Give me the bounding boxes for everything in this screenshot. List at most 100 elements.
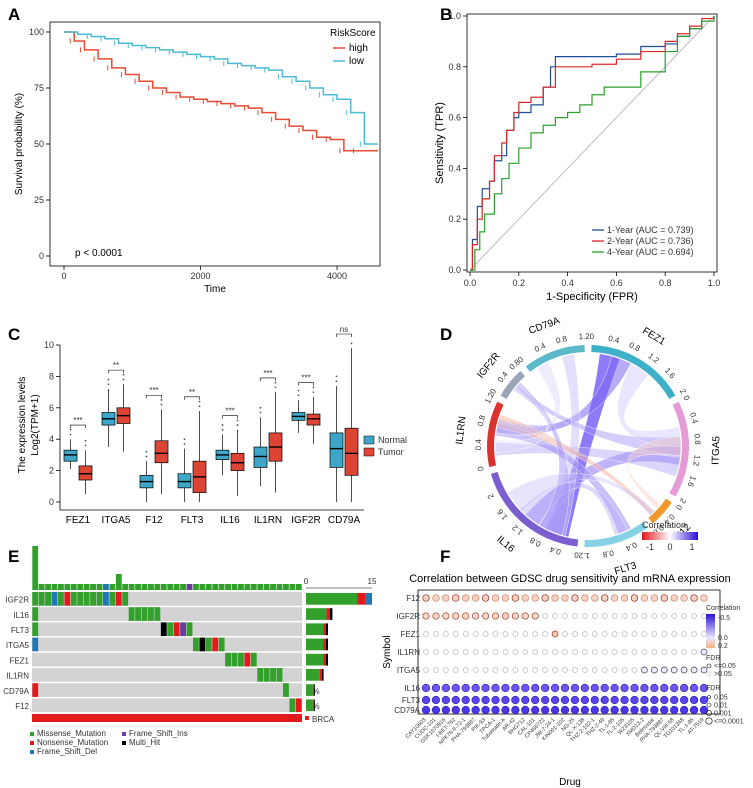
roc-curve-3	[470, 16, 715, 271]
onco-top-bar	[154, 584, 161, 590]
km-xlabel: Time	[204, 284, 226, 295]
onco-top-bar	[58, 584, 64, 590]
km-ytick-label: 100	[29, 27, 44, 37]
onco-cell	[141, 607, 148, 621]
chord-sector-tick: 0	[476, 465, 486, 472]
onco-cell	[250, 652, 257, 667]
dot-legend-fdr1-b: >0.05	[714, 671, 732, 678]
dot-point	[699, 695, 709, 705]
dot-point	[501, 705, 510, 715]
box-sig-bracket	[336, 333, 352, 338]
chord-sector-tick: 1.6	[663, 366, 677, 381]
dot-point	[681, 613, 687, 619]
dot-point	[502, 649, 509, 655]
onco-cell	[32, 683, 39, 697]
onco-cell	[218, 637, 225, 652]
chord-sector-tick: 0	[573, 550, 579, 559]
dot-point	[502, 631, 509, 637]
dot-point	[582, 613, 588, 619]
dot-point	[601, 667, 608, 673]
dot-point	[421, 705, 431, 715]
roc-ytick-label: 0.6	[448, 113, 461, 123]
box-outlier	[335, 380, 338, 383]
dot-point	[650, 594, 659, 602]
onco-count-bar	[306, 593, 358, 605]
box-outlier	[236, 419, 239, 422]
dot-legend-fdr2-circle	[707, 695, 711, 699]
chord-sector-tick: 1.2	[578, 551, 590, 560]
chord-ribbon	[519, 482, 628, 536]
chord-ribbon	[515, 382, 570, 536]
dot-point	[590, 705, 599, 715]
dot-point	[443, 649, 449, 655]
box-sig-label: ***	[225, 407, 234, 416]
dot-point	[699, 705, 709, 715]
onco-cell	[128, 607, 135, 621]
chord-sector-FLT3	[584, 522, 648, 547]
dot-point	[462, 594, 470, 602]
onco-cell	[135, 607, 141, 621]
dot-point	[431, 705, 441, 715]
onco-count-bar	[306, 699, 313, 712]
onco-cell	[154, 607, 161, 621]
onco-cell	[167, 622, 174, 637]
onco-cell	[270, 668, 276, 682]
dot-symbol-label: IL16	[404, 684, 420, 693]
onco-top-bar	[115, 574, 122, 590]
box-normal-CD79A	[329, 432, 344, 468]
dot-point	[621, 613, 628, 619]
onco-cell	[263, 668, 270, 682]
dot-point	[471, 594, 480, 602]
dot-point	[611, 649, 618, 655]
onco-cell	[103, 592, 109, 606]
dot-point	[670, 695, 679, 705]
box-ylabel-1: The expression levels	[17, 377, 28, 474]
dot-point	[560, 705, 570, 715]
onco-legend-swatch	[30, 750, 34, 754]
chord-sector-CD79A	[525, 345, 585, 372]
panel-a: A 0 2000 4000 0 25 50 75 100 Time Survival prob…	[8, 5, 381, 295]
km-ytick-label: 25	[34, 195, 44, 205]
onco-top-bar	[180, 584, 186, 590]
dot-point	[640, 695, 649, 705]
dot-point	[461, 695, 470, 705]
dot-point	[442, 594, 450, 602]
onco-count-bar	[319, 669, 322, 681]
onco-cell	[244, 652, 251, 667]
dot-point	[620, 695, 629, 705]
box-outlier	[107, 383, 110, 386]
onco-cell	[122, 592, 129, 606]
dot-point	[601, 594, 609, 602]
dot-point	[532, 667, 539, 673]
dot-point	[680, 594, 688, 602]
chord-sector-FEZ1	[591, 345, 676, 399]
box-sig-bracket	[260, 377, 276, 381]
onco-top-bar	[289, 584, 296, 590]
onco-top-bar	[244, 584, 251, 590]
dot-point	[482, 667, 489, 673]
dot-legend-fdr1-ns	[706, 671, 712, 677]
dot-point	[541, 594, 549, 602]
box-outlier	[84, 444, 87, 447]
dot-point	[521, 705, 530, 715]
dot-point	[462, 612, 470, 620]
dot-point	[670, 666, 678, 674]
dot-point	[482, 649, 489, 655]
box-outlier	[198, 400, 201, 403]
onco-cell	[205, 637, 212, 652]
dot-point	[521, 594, 529, 602]
dot-point	[562, 613, 568, 619]
dot-point	[699, 683, 709, 693]
onco-cell	[58, 592, 64, 606]
onco-row-bg-FEZ1	[32, 652, 302, 667]
dot-point	[641, 631, 648, 637]
box-sig-bracket	[184, 396, 200, 400]
dot-point	[651, 649, 658, 655]
dot-point	[512, 631, 519, 637]
dot-point	[532, 649, 539, 655]
dot-point	[521, 612, 529, 620]
dot-point	[492, 667, 499, 673]
dot-point	[522, 667, 529, 673]
panel-f: F Correlation between GDSC drug sensitiv…	[382, 547, 744, 788]
roc-ytick-label: 1.0	[448, 11, 461, 21]
